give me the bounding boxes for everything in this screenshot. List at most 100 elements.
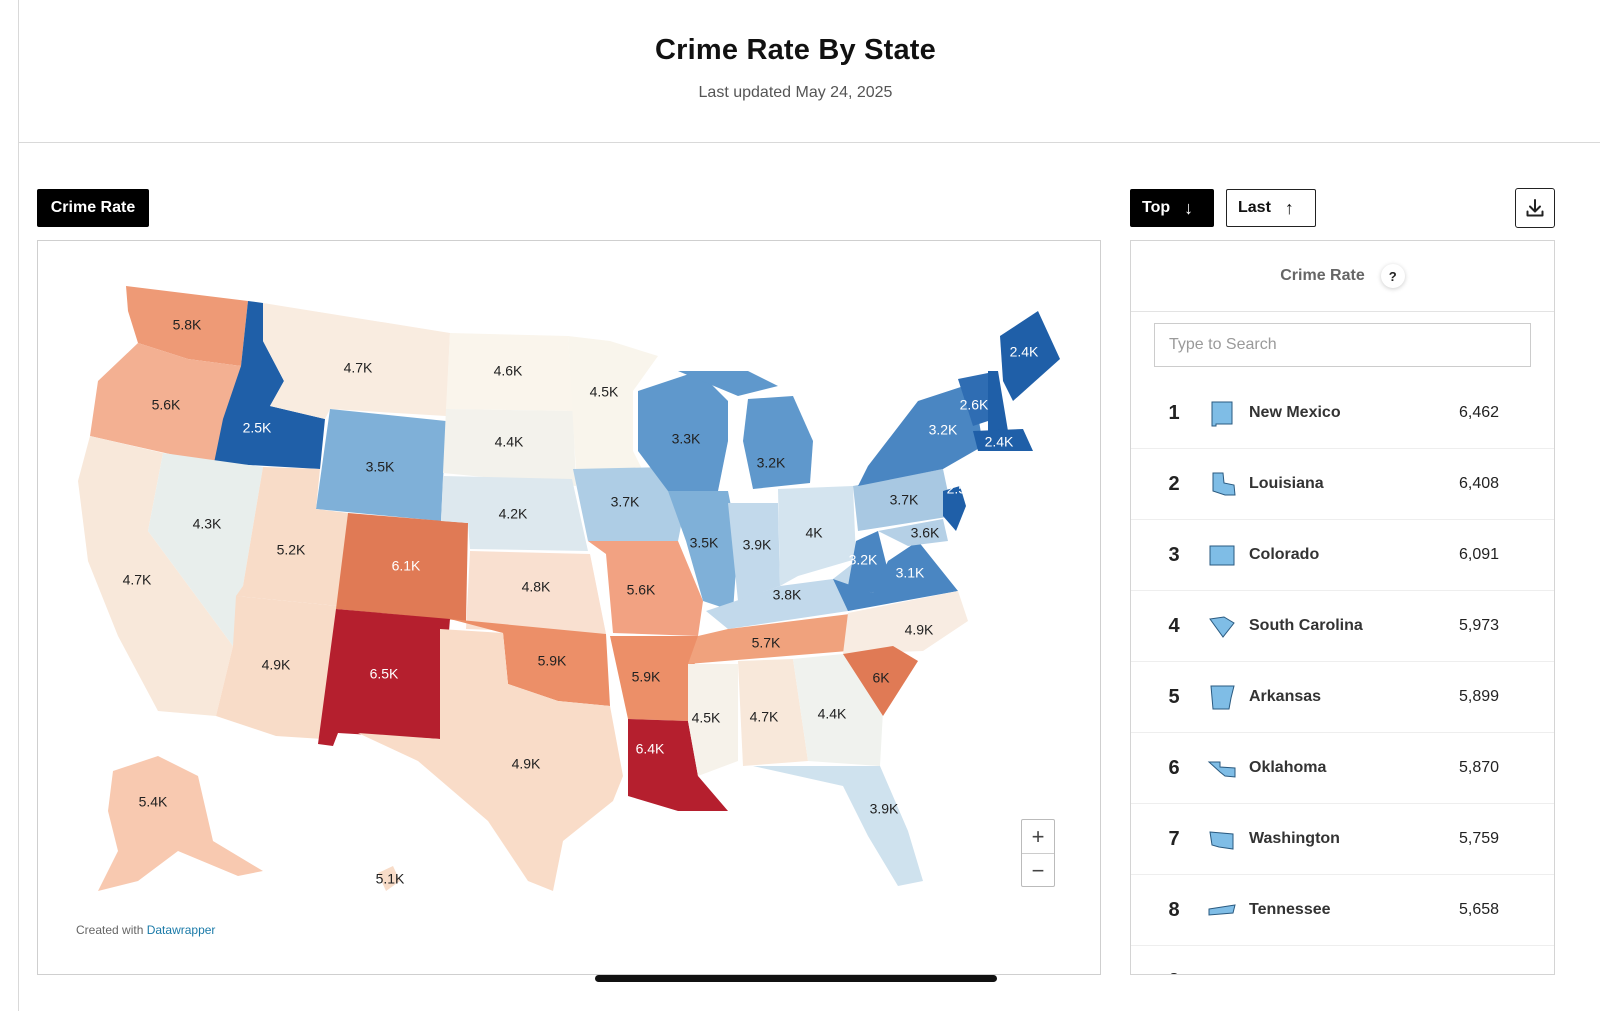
state-alaska[interactable]: [98, 756, 263, 891]
state-illinois[interactable]: [668, 491, 738, 611]
state-idaho[interactable]: [214, 301, 325, 469]
ranking-row[interactable]: 9 Oregon5,610: [1131, 946, 1554, 975]
label-fl: 3.9K: [870, 801, 899, 817]
choropleth-map-panel: 5.8K 5.6K 2.5K 4.7K 4.6K 4.5K 4.4K 3.5K …: [37, 240, 1101, 975]
datawrapper-link[interactable]: Datawrapper: [146, 923, 216, 937]
label-ak: 5.4K: [139, 794, 168, 810]
state-missouri[interactable]: [588, 541, 703, 636]
state-kentucky[interactable]: [706, 561, 856, 629]
label-id: 2.5K: [243, 420, 272, 436]
state-iowa[interactable]: [573, 467, 686, 541]
label-mn: 4.5K: [590, 384, 619, 400]
state-wisconsin[interactable]: [638, 371, 728, 491]
rank-number: 5: [1168, 685, 1180, 708]
label-wy: 3.5K: [366, 459, 395, 475]
metric-crime-rate-button[interactable]: Crime Rate: [37, 189, 149, 227]
state-michigan[interactable]: [743, 396, 813, 489]
state-colorado[interactable]: [336, 513, 468, 621]
state-texas[interactable]: [358, 629, 623, 891]
ranking-row[interactable]: 6 Oklahoma 5,870: [1131, 733, 1554, 804]
state-west-virginia[interactable]: [848, 531, 888, 593]
state-pennsylvania[interactable]: [853, 469, 953, 531]
search-input[interactable]: [1154, 323, 1531, 367]
state-mississippi[interactable]: [688, 664, 738, 776]
ranking-row[interactable]: 4 South Carolina 5,973: [1131, 591, 1554, 662]
rank-number: 1: [1168, 401, 1180, 424]
label-nd: 4.6K: [494, 363, 523, 379]
ranking-header: Crime Rate ?: [1131, 241, 1554, 312]
state-alabama[interactable]: [738, 659, 808, 766]
crime-rate-value: 5,899: [1459, 688, 1500, 705]
state-georgia[interactable]: [793, 654, 883, 766]
download-button[interactable]: [1515, 188, 1555, 228]
ranking-row[interactable]: 2 Louisiana 6,408: [1131, 449, 1554, 520]
state-washington[interactable]: [126, 286, 248, 366]
rank-number: 9: [1161, 970, 1187, 975]
sort-top-button[interactable]: Top ↓: [1130, 189, 1214, 227]
state-california[interactable]: [78, 436, 233, 716]
state-name: South Carolina: [1249, 617, 1363, 634]
state-minnesota[interactable]: [568, 336, 658, 471]
ranking-row[interactable]: 8 Tennessee 5,658: [1131, 875, 1554, 946]
state-wyoming[interactable]: [316, 409, 446, 521]
crime-rate-value: 6,408: [1459, 475, 1500, 492]
label-nj: 2.5K: [947, 481, 976, 497]
label-md: 3.6K: [911, 525, 940, 541]
state-hawaii[interactable]: [378, 866, 400, 891]
ranking-row[interactable]: 5 Arkansas 5,899: [1131, 662, 1554, 733]
state-utah[interactable]: [236, 467, 348, 606]
state-nevada[interactable]: [148, 453, 263, 646]
crime-rate-value: 5,870: [1459, 759, 1500, 776]
state-name: Washington: [1249, 830, 1340, 847]
state-new-york[interactable]: [858, 383, 983, 486]
state-tennessee[interactable]: [688, 613, 858, 664]
label-ok: 5.9K: [538, 653, 567, 669]
ranking-header-label: Crime Rate: [1280, 267, 1365, 284]
state-new-jersey[interactable]: [943, 486, 966, 531]
ranking-row[interactable]: 1 New Mexico 6,462: [1131, 378, 1554, 449]
rank-number: 7: [1168, 827, 1180, 850]
label-co: 6.1K: [392, 558, 421, 574]
state-new-hampshire[interactable]: [988, 371, 1008, 431]
state-louisiana[interactable]: [628, 719, 728, 811]
state-virginia[interactable]: [833, 541, 958, 611]
help-icon[interactable]: ?: [1380, 264, 1405, 288]
sort-top-label: Top: [1142, 199, 1171, 216]
state-south-carolina[interactable]: [843, 646, 918, 716]
state-indiana[interactable]: [728, 503, 780, 601]
ranking-row[interactable]: 7 Washington 5,759: [1131, 804, 1554, 875]
state-north-carolina[interactable]: [843, 591, 968, 654]
state-new-mexico[interactable]: [318, 609, 450, 746]
state-oklahoma[interactable]: [450, 619, 610, 706]
home-indicator-bar: [595, 975, 997, 982]
state-maine[interactable]: [1000, 311, 1060, 401]
ranking-row[interactable]: 3 Colorado 6,091: [1131, 520, 1554, 591]
label-ca: 4.7K: [123, 572, 152, 588]
state-ohio[interactable]: [778, 486, 856, 586]
tennessee-shape-icon: [1207, 895, 1237, 925]
sort-last-button[interactable]: Last ↑: [1226, 189, 1316, 227]
zoom-controls: + −: [1021, 819, 1055, 887]
label-va: 3.1K: [896, 565, 925, 581]
label-vt: 2.6K: [960, 397, 989, 413]
label-wv: 3.2K: [849, 552, 878, 568]
state-north-dakota[interactable]: [446, 333, 573, 411]
state-name: Arkansas: [1249, 688, 1322, 705]
zoom-out-button[interactable]: −: [1031, 857, 1045, 883]
state-massachusetts[interactable]: [973, 429, 1033, 451]
state-nebraska[interactable]: [441, 476, 588, 551]
state-arkansas[interactable]: [610, 636, 698, 721]
rank-number: 6: [1168, 756, 1180, 779]
state-maryland[interactable]: [878, 519, 948, 546]
state-south-dakota[interactable]: [443, 409, 576, 486]
washington-shape-icon: [1207, 824, 1237, 854]
state-vermont[interactable]: [958, 373, 988, 426]
zoom-in-button[interactable]: +: [1022, 820, 1054, 854]
state-oregon[interactable]: [90, 343, 241, 466]
state-kansas[interactable]: [466, 551, 606, 634]
state-florida[interactable]: [753, 766, 923, 886]
state-michigan-upper[interactable]: [678, 371, 778, 396]
rank-number: 4: [1168, 614, 1180, 637]
state-montana[interactable]: [263, 303, 450, 419]
state-arizona[interactable]: [216, 596, 338, 739]
